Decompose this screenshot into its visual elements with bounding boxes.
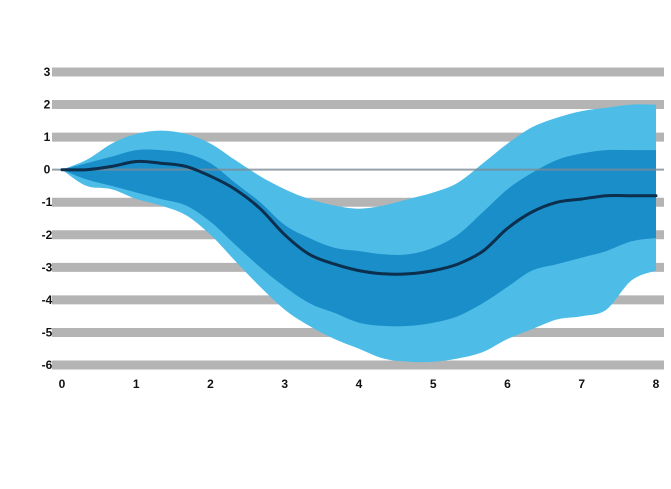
- y-tick-label: 0: [44, 163, 51, 177]
- y-tick-label: 2: [44, 98, 51, 112]
- x-tick-label: 5: [430, 377, 437, 391]
- x-tick-label: 2: [207, 377, 214, 391]
- y-tick-label: 3: [44, 65, 51, 79]
- y-tick-label: -2: [42, 228, 53, 242]
- x-tick-label: 7: [578, 377, 585, 391]
- x-tick-label: 6: [504, 377, 511, 391]
- y-tick-labels: 3 2 1 0 -1 -2 -3 -4 -5 -6: [42, 65, 53, 372]
- median-line-group: [60, 159, 658, 276]
- x-tick-label: 1: [133, 377, 140, 391]
- inner-band-area: [62, 149, 656, 327]
- x-tick-label: 8: [653, 377, 660, 391]
- y-tick-label: 1: [44, 130, 51, 144]
- y-tick-label: -5: [42, 325, 53, 339]
- x-tick-label: 4: [356, 377, 363, 391]
- x-tick-label: 3: [281, 377, 288, 391]
- median-line: [60, 159, 658, 276]
- y-tick-label: -1: [42, 195, 53, 209]
- y-tick-label: -4: [42, 293, 53, 307]
- y-tick-label: -3: [42, 260, 53, 274]
- x-tick-labels: 0 1 2 3 4 5 6 7 8: [59, 377, 660, 391]
- y-tick-label: -6: [42, 358, 53, 372]
- x-tick-label: 0: [59, 377, 66, 391]
